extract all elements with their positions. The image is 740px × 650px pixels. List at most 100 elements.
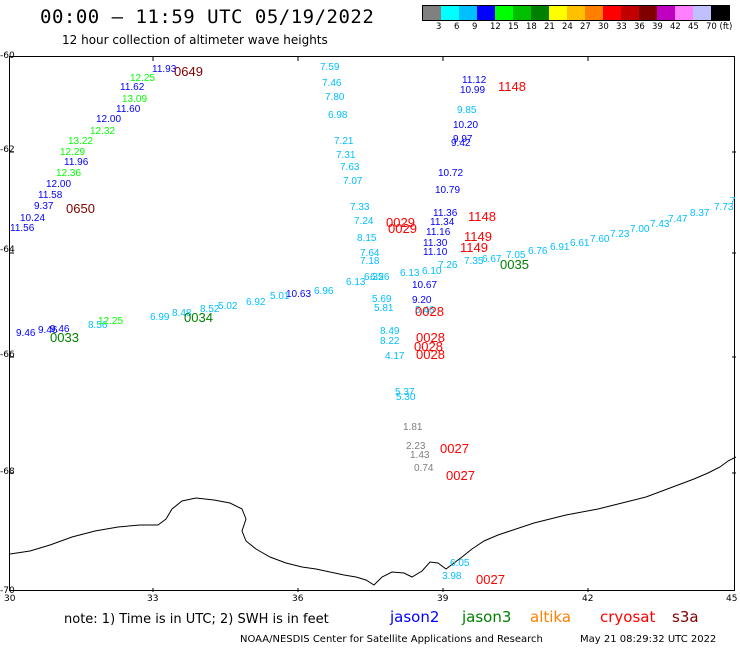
wave-height-label: 7.33 (350, 202, 370, 213)
time-stamp-label: 0027 (476, 572, 505, 587)
wave-height-label: 9.20 (412, 295, 432, 306)
page-title: 00:00 — 11:59 UTC 05/19/2022 (40, 6, 375, 28)
color-swatch (531, 6, 549, 20)
wave-height-label: 8.22 (380, 336, 400, 347)
time-stamp-label: 0034 (184, 310, 213, 325)
map-panel[interactable]: 7.59 7.46 7.80 6.98 7.21 7.31 7.63 7.07 7.33 7.24… (9, 56, 738, 592)
wave-height-label: 6.13 (400, 268, 420, 279)
wave-height-label: 11.60 (116, 104, 141, 115)
wave-height-label: 6.76 (528, 246, 548, 257)
lat-label-68: -68 (0, 467, 15, 477)
lon-label-30: 30 (4, 594, 16, 604)
color-swatch (513, 6, 531, 20)
wave-height-label: 6.13 (346, 277, 366, 288)
wave-height-label: 8.56 (88, 320, 108, 331)
wave-height-label: 7.46 (322, 78, 342, 89)
wave-height-label: 7.00 (630, 224, 650, 235)
wave-height-labels: 7.59 7.46 7.80 6.98 7.21 7.317.63 7.07 7.33 7.24… (10, 62, 738, 582)
wave-height-label: 6.99 (150, 312, 170, 323)
wave-height-label: 10.24 (20, 213, 45, 224)
wave-height-label: 7.73 (714, 202, 734, 213)
color-scale-bar (422, 5, 730, 21)
wave-height-label: 6.61 (570, 238, 590, 249)
wave-height-label: 5.69 (372, 294, 392, 305)
wave-height-label: 3.98 (442, 571, 462, 582)
wave-height-label: 12.25 (130, 73, 155, 84)
wave-height-label: 4.17 (385, 351, 405, 362)
wave-height-label: 11.96 (64, 157, 89, 168)
color-swatch (459, 6, 477, 20)
wave-height-label: 9.42 (451, 138, 471, 149)
wave-height-label: 11.30 (423, 238, 448, 249)
wave-height-label: 7.63 (340, 162, 360, 173)
lon-label-33: 33 (147, 594, 159, 604)
color-scale-label: 42 (670, 22, 681, 32)
antarctic-coastline (9, 456, 737, 586)
time-stamp-label: 1148 (468, 209, 496, 224)
color-scale-label: 18 (526, 22, 537, 32)
wave-height-label: 11.56 (10, 223, 35, 234)
color-scale-label: 33 (616, 22, 627, 32)
lat-label-62: -62 (0, 145, 15, 155)
color-swatch (639, 6, 657, 20)
time-stamp-label: 0027 (440, 441, 469, 456)
legend-jason3: jason3 (462, 608, 512, 626)
wave-height-label: 7.21 (334, 136, 354, 147)
lat-label-70: -70 (0, 586, 15, 596)
time-stamp-label: 0028 (416, 330, 445, 345)
wave-height-label: 7.64 (360, 248, 380, 259)
wave-height-label: 10.63 (286, 289, 311, 300)
color-scale-label: 15 (508, 22, 519, 32)
wave-height-label: 6.98 (328, 110, 348, 121)
color-swatch (711, 6, 729, 20)
wave-height-label: 10.67 (412, 280, 437, 291)
color-swatch (585, 6, 603, 20)
time-stamp-label: 1149 (460, 240, 488, 255)
wave-height-label: 11.58 (38, 190, 63, 201)
color-swatch (657, 6, 675, 20)
lon-label-42: 42 (582, 594, 594, 604)
time-stamp-label: 0649 (174, 64, 203, 79)
wave-height-label: 12.36 (56, 168, 81, 179)
wave-height-label: 7.07 (343, 176, 363, 187)
wave-height-label: 5.37 (395, 387, 415, 398)
legend-jason2: jason2 (390, 608, 440, 626)
generated-timestamp: May 21 08:29:32 UTC 2022 (580, 634, 717, 645)
wave-height-label: 10.72 (438, 168, 463, 179)
color-scale-label: 27 (580, 22, 591, 32)
wave-height-label: 9.46 (38, 325, 58, 336)
wave-height-label: 8.15 (357, 233, 377, 244)
wave-height-label: 12.00 (96, 114, 121, 125)
time-stamp-label: 1148 (498, 79, 526, 94)
color-scale-label: 3 (436, 22, 442, 32)
wave-height-label: 11.16 (426, 227, 451, 238)
credit-line: NOAA/NESDIS Center for Satellite Applica… (240, 634, 543, 645)
color-swatch (495, 6, 513, 20)
wave-height-label: 2.23 (406, 441, 426, 452)
color-scale-label: 12 (490, 22, 501, 32)
wave-height-label: 13.22 (68, 136, 93, 147)
wave-height-label: 12.29 (60, 147, 85, 158)
wave-height-label: 10.99 (460, 85, 485, 96)
wave-height-label: 9.37 (34, 201, 54, 212)
wave-height-label: 7.26 (438, 260, 458, 271)
wave-height-label: 9.85 (457, 105, 477, 116)
wave-height-label: 6.26 (370, 272, 390, 283)
time-stamp-label: 1149 (464, 229, 492, 244)
wave-height-label: 1.43 (410, 450, 430, 461)
wave-height-label: 11.36 (433, 208, 458, 219)
color-swatch (603, 6, 621, 20)
wave-height-label: 7.47 (668, 214, 688, 225)
wave-height-label: 10.20 (453, 120, 478, 131)
color-swatch (567, 6, 585, 20)
wave-height-label: 7.59 (320, 62, 340, 73)
wave-height-label: 13.09 (122, 94, 147, 105)
color-scale-label: 39 (652, 22, 663, 32)
wave-height-label: 6.10 (422, 266, 442, 277)
color-scale-label: 9 (472, 22, 478, 32)
wave-height-label: 6.67 (482, 254, 502, 265)
wave-height-label: 10.79 (435, 185, 460, 196)
legend-cryosat: cryosat (600, 608, 656, 626)
wave-height-label: 8.49 (380, 326, 400, 337)
